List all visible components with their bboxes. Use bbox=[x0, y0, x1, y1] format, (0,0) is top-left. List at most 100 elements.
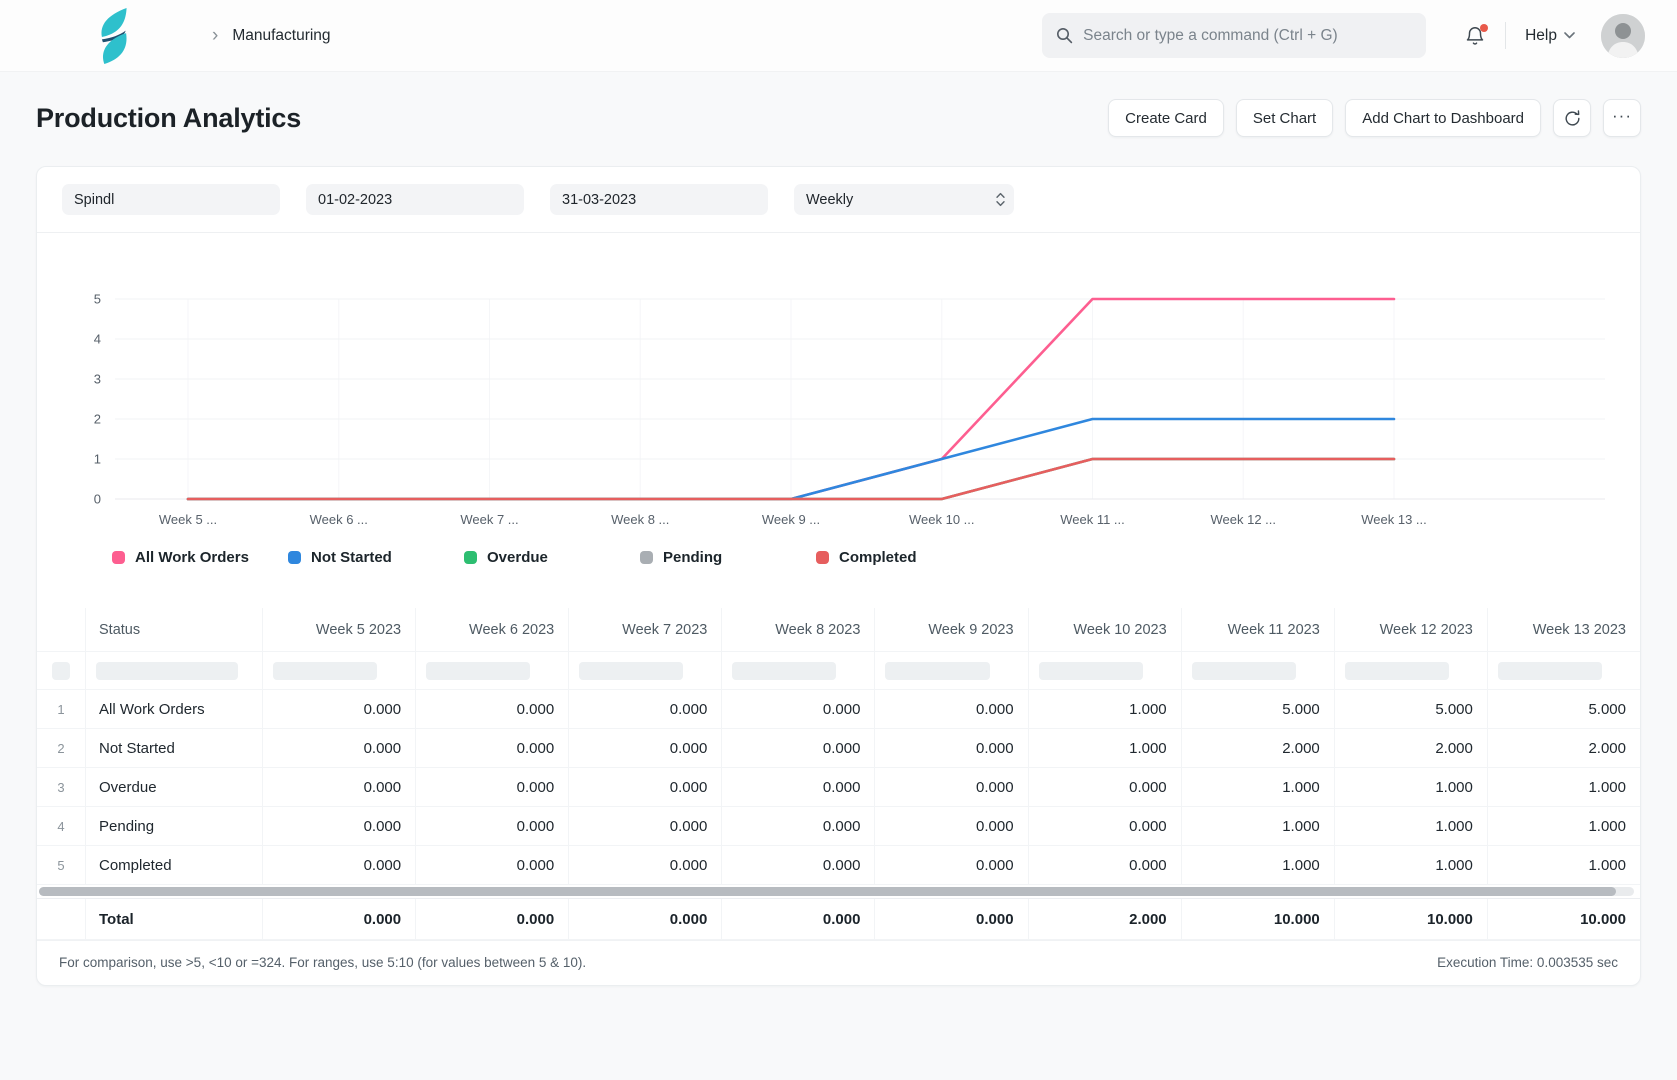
help-menu[interactable]: Help bbox=[1525, 27, 1575, 45]
chart-legend: All Work Orders Not Started Overdue Pending… bbox=[37, 549, 1640, 566]
total-value-cell: 0.000 bbox=[263, 899, 416, 939]
execution-time: Execution Time: 0.003535 sec bbox=[1437, 955, 1618, 970]
menu-button[interactable]: ··· bbox=[1603, 99, 1641, 137]
svg-text:Week 5 ...: Week 5 ... bbox=[159, 512, 217, 527]
value-cell: 1.000 bbox=[1488, 768, 1640, 806]
filter-placeholder[interactable] bbox=[885, 662, 989, 680]
from-date-input[interactable] bbox=[306, 184, 524, 215]
filter-placeholder[interactable] bbox=[52, 662, 70, 680]
filter-cell-status bbox=[86, 652, 263, 689]
legend-label: Overdue bbox=[487, 549, 548, 566]
svg-text:Week 7 ...: Week 7 ... bbox=[460, 512, 518, 527]
legend-swatch bbox=[464, 551, 477, 564]
filter-placeholder[interactable] bbox=[96, 662, 238, 680]
add-chart-to-dashboard-button[interactable]: Add Chart to Dashboard bbox=[1345, 99, 1541, 137]
avatar-image bbox=[1601, 14, 1645, 58]
status-column-header[interactable]: Status bbox=[86, 608, 263, 651]
week-column-header[interactable]: Week 5 2023 bbox=[263, 608, 416, 651]
total-value-cell: 2.000 bbox=[1029, 899, 1182, 939]
filter-placeholder[interactable] bbox=[426, 662, 530, 680]
filter-placeholder[interactable] bbox=[1192, 662, 1296, 680]
filter-placeholder[interactable] bbox=[579, 662, 683, 680]
legend-item[interactable]: Pending bbox=[640, 549, 816, 566]
filter-cell bbox=[1488, 652, 1640, 689]
legend-item[interactable]: All Work Orders bbox=[112, 549, 288, 566]
filter-cell bbox=[1029, 652, 1182, 689]
table-row: 2Not Started0.0000.0000.0000.0000.0001.0… bbox=[37, 729, 1640, 768]
scrollbar-thumb[interactable] bbox=[39, 887, 1616, 896]
value-cell: 0.000 bbox=[569, 846, 722, 884]
value-cell: 0.000 bbox=[569, 729, 722, 767]
row-index: 4 bbox=[37, 807, 86, 845]
status-cell: Completed bbox=[86, 846, 263, 884]
svg-text:Week 12 ...: Week 12 ... bbox=[1210, 512, 1276, 527]
value-cell: 0.000 bbox=[569, 807, 722, 845]
value-cell: 5.000 bbox=[1488, 690, 1640, 728]
app-logo[interactable] bbox=[90, 7, 138, 65]
party-filter-input[interactable] bbox=[62, 184, 280, 215]
total-row: Total0.0000.0000.0000.0000.0002.00010.00… bbox=[37, 898, 1640, 940]
value-cell: 0.000 bbox=[722, 846, 875, 884]
navbar-divider bbox=[1505, 22, 1506, 49]
filter-placeholder[interactable] bbox=[732, 662, 836, 680]
value-cell: 0.000 bbox=[1029, 846, 1182, 884]
status-cell: All Work Orders bbox=[86, 690, 263, 728]
filter-placeholder[interactable] bbox=[1039, 662, 1143, 680]
filter-placeholder[interactable] bbox=[1345, 662, 1449, 680]
value-cell: 2.000 bbox=[1182, 729, 1335, 767]
total-value-cell: 0.000 bbox=[569, 899, 722, 939]
week-column-header[interactable]: Week 6 2023 bbox=[416, 608, 569, 651]
total-value-cell: 10.000 bbox=[1488, 899, 1640, 939]
filter-cell-index bbox=[37, 652, 86, 689]
legend-label: Pending bbox=[663, 549, 722, 566]
filter-placeholder[interactable] bbox=[273, 662, 377, 680]
search-input[interactable] bbox=[1083, 27, 1412, 45]
legend-label: All Work Orders bbox=[135, 549, 249, 566]
filter-placeholder[interactable] bbox=[1498, 662, 1602, 680]
breadcrumb[interactable]: Manufacturing bbox=[232, 27, 330, 45]
global-search[interactable] bbox=[1042, 13, 1426, 58]
week-column-header[interactable]: Week 13 2023 bbox=[1488, 608, 1640, 651]
to-date-input[interactable] bbox=[550, 184, 768, 215]
svg-text:3: 3 bbox=[94, 372, 101, 387]
table-row: 1All Work Orders0.0000.0000.0000.0000.00… bbox=[37, 690, 1640, 729]
table-row: 4Pending0.0000.0000.0000.0000.0000.0001.… bbox=[37, 807, 1640, 846]
value-cell: 1.000 bbox=[1029, 729, 1182, 767]
filter-cell bbox=[569, 652, 722, 689]
user-avatar[interactable] bbox=[1601, 14, 1645, 58]
legend-item[interactable]: Not Started bbox=[288, 549, 464, 566]
week-column-header[interactable]: Week 9 2023 bbox=[875, 608, 1028, 651]
ellipsis-icon: ··· bbox=[1612, 107, 1632, 130]
total-value-cell: 0.000 bbox=[416, 899, 569, 939]
notifications-button[interactable] bbox=[1464, 25, 1486, 47]
svg-text:1: 1 bbox=[94, 452, 101, 467]
svg-text:0: 0 bbox=[94, 492, 101, 507]
refresh-button[interactable] bbox=[1553, 99, 1591, 137]
total-label: Total bbox=[86, 899, 263, 939]
svg-text:Week 8 ...: Week 8 ... bbox=[611, 512, 669, 527]
week-column-header[interactable]: Week 12 2023 bbox=[1335, 608, 1488, 651]
value-cell: 1.000 bbox=[1182, 846, 1335, 884]
horizontal-scrollbar bbox=[37, 885, 1640, 898]
total-value-cell: 10.000 bbox=[1182, 899, 1335, 939]
legend-item[interactable]: Completed bbox=[816, 549, 992, 566]
create-card-button[interactable]: Create Card bbox=[1108, 99, 1224, 137]
week-column-header[interactable]: Week 8 2023 bbox=[722, 608, 875, 651]
value-cell: 0.000 bbox=[875, 729, 1028, 767]
range-select[interactable]: Weekly bbox=[794, 184, 1014, 215]
value-cell: 0.000 bbox=[722, 768, 875, 806]
week-column-header[interactable]: Week 10 2023 bbox=[1029, 608, 1182, 651]
navbar: › Manufacturing Help bbox=[0, 0, 1677, 72]
value-cell: 1.000 bbox=[1182, 807, 1335, 845]
value-cell: 1.000 bbox=[1335, 807, 1488, 845]
value-cell: 1.000 bbox=[1488, 807, 1640, 845]
value-cell: 1.000 bbox=[1335, 768, 1488, 806]
week-column-header[interactable]: Week 11 2023 bbox=[1182, 608, 1335, 651]
set-chart-button[interactable]: Set Chart bbox=[1236, 99, 1333, 137]
row-index: 1 bbox=[37, 690, 86, 728]
report-table: StatusWeek 5 2023Week 6 2023Week 7 2023W… bbox=[37, 608, 1640, 940]
legend-swatch bbox=[640, 551, 653, 564]
value-cell: 0.000 bbox=[416, 846, 569, 884]
week-column-header[interactable]: Week 7 2023 bbox=[569, 608, 722, 651]
legend-item[interactable]: Overdue bbox=[464, 549, 640, 566]
